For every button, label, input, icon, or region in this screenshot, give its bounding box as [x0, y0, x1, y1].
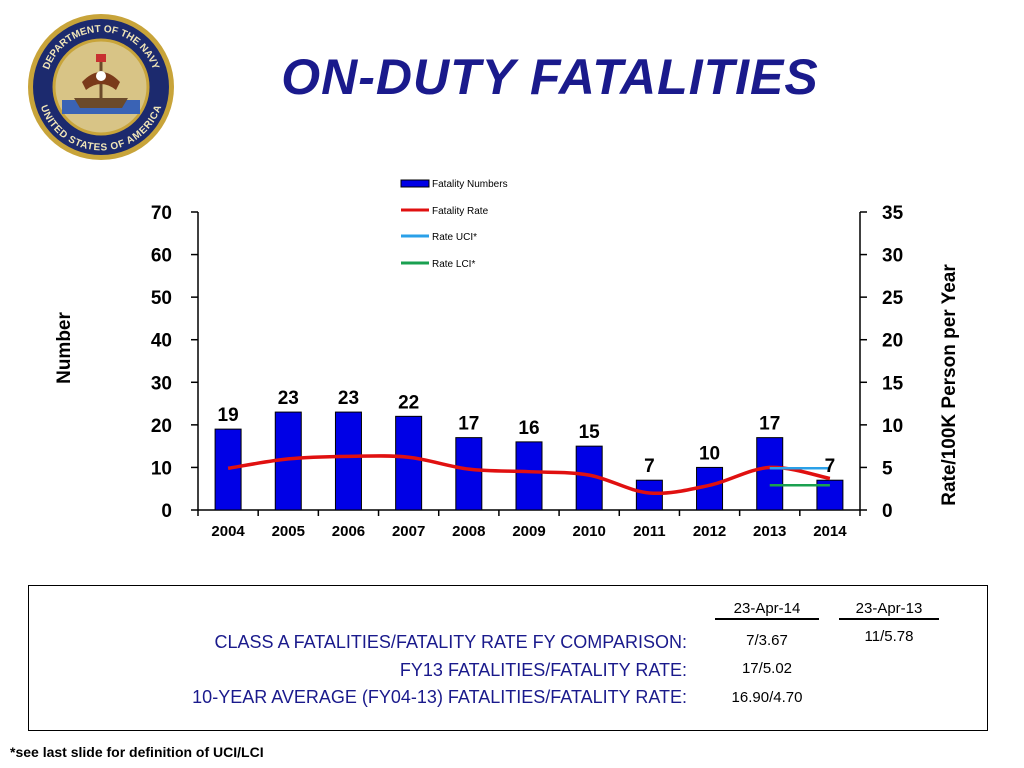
comparison-table: 23-Apr-14 23-Apr-13 CLASS A FATALITIES/F…	[28, 585, 988, 731]
fatalities-chart: Fatality Numbers Fatality Rate Rate UCI* Ra…	[54, 179, 960, 540]
chart-axes: 0 10 20 30 40 50 60 70 0 5 10 15 20 25 30 35 2004 2005 200…	[54, 203, 960, 540]
bar-value-label: 23	[338, 388, 359, 409]
row-value: 7/3.67	[746, 632, 788, 649]
y-tick-label-right: 30	[882, 246, 903, 267]
bar-value-label: 17	[458, 414, 479, 435]
x-tick-label: 2009	[512, 523, 545, 540]
x-tick-label: 2014	[813, 523, 847, 540]
bar-value-label: 16	[518, 418, 539, 439]
row-value: 11/5.78	[864, 628, 914, 645]
y-tick-label-right: 25	[882, 288, 904, 309]
navy-seal-logo: DEPARTMENT OF THE NAVY UNITED STATES OF …	[26, 12, 176, 162]
row-label: FY13 FATALITIES/FATALITY RATE:	[399, 660, 687, 680]
bar	[214, 428, 242, 511]
y-tick-label-left: 40	[151, 331, 172, 352]
bar	[395, 415, 423, 511]
y-axis-title-left: Number	[54, 312, 75, 384]
chart-legend: Fatality Numbers Fatality Rate Rate UCI* Ra…	[400, 179, 508, 270]
x-tick-label: 2006	[332, 523, 365, 540]
x-tick-label: 2008	[452, 523, 485, 540]
footnote: *see last slide for definition of UCI/LC…	[10, 744, 264, 760]
x-tick-label: 2013	[753, 523, 786, 540]
x-tick-label: 2012	[693, 523, 726, 540]
bar-value-label: 7	[825, 456, 836, 477]
row-label: 10-YEAR AVERAGE (FY04-13) FATALITIES/FAT…	[192, 687, 687, 707]
legend-label: Rate UCI*	[432, 232, 477, 243]
y-axis-title-right: Rate/100K Person per Year	[939, 264, 960, 506]
y-tick-label-left: 70	[151, 203, 172, 224]
bar	[455, 437, 483, 511]
data-labels: 19 23 23 22 17 16 15 7 10 17 7	[218, 388, 836, 477]
bar-value-label: 17	[759, 414, 780, 435]
bar-value-label: 15	[579, 422, 601, 443]
fatality-rate-line	[227, 454, 831, 496]
col1-header: 23-Apr-14	[715, 600, 819, 620]
y-tick-label-left: 10	[151, 458, 172, 479]
y-tick-label-left: 30	[151, 373, 172, 394]
y-tick-label-left: 60	[151, 246, 172, 267]
y-tick-label-right: 35	[882, 203, 904, 224]
row-value: 17/5.02	[741, 660, 793, 677]
y-tick-label-right: 10	[882, 416, 903, 437]
x-tick-label: 2011	[633, 523, 666, 540]
bar-value-label: 10	[699, 443, 720, 464]
bar	[756, 437, 784, 511]
legend-swatch-fatality-numbers	[400, 179, 430, 188]
bar	[635, 479, 663, 511]
x-tick-label: 2005	[272, 523, 305, 540]
col2-header: 23-Apr-13	[839, 600, 939, 620]
x-tick-label: 2007	[392, 523, 425, 540]
legend-label: Fatality Rate	[432, 206, 489, 217]
legend-label: Fatality Numbers	[432, 179, 508, 190]
y-tick-label-left: 0	[161, 501, 172, 522]
y-tick-label-left: 50	[151, 288, 172, 309]
y-tick-label-right: 5	[882, 458, 893, 479]
y-tick-label-right: 15	[882, 373, 904, 394]
bar	[515, 441, 543, 511]
page-title: ON-DUTY FATALITIES	[281, 49, 819, 105]
bar-value-label: 7	[644, 456, 655, 477]
y-tick-label-right: 20	[882, 331, 903, 352]
bar-value-label: 23	[278, 388, 299, 409]
y-tick-label-left: 20	[151, 416, 172, 437]
legend-label: Rate LCI*	[432, 259, 475, 270]
row-label: CLASS A FATALITIES/FATALITY RATE FY COMP…	[214, 632, 687, 652]
bar-value-label: 19	[218, 405, 239, 426]
bar-value-label: 22	[398, 392, 419, 413]
line-series	[227, 454, 831, 496]
x-tick-label: 2004	[211, 523, 245, 540]
x-tick-label: 2010	[572, 523, 605, 540]
bar	[334, 411, 362, 511]
row-value: 16.90/4.70	[731, 689, 803, 706]
y-tick-label-right: 0	[882, 501, 893, 522]
